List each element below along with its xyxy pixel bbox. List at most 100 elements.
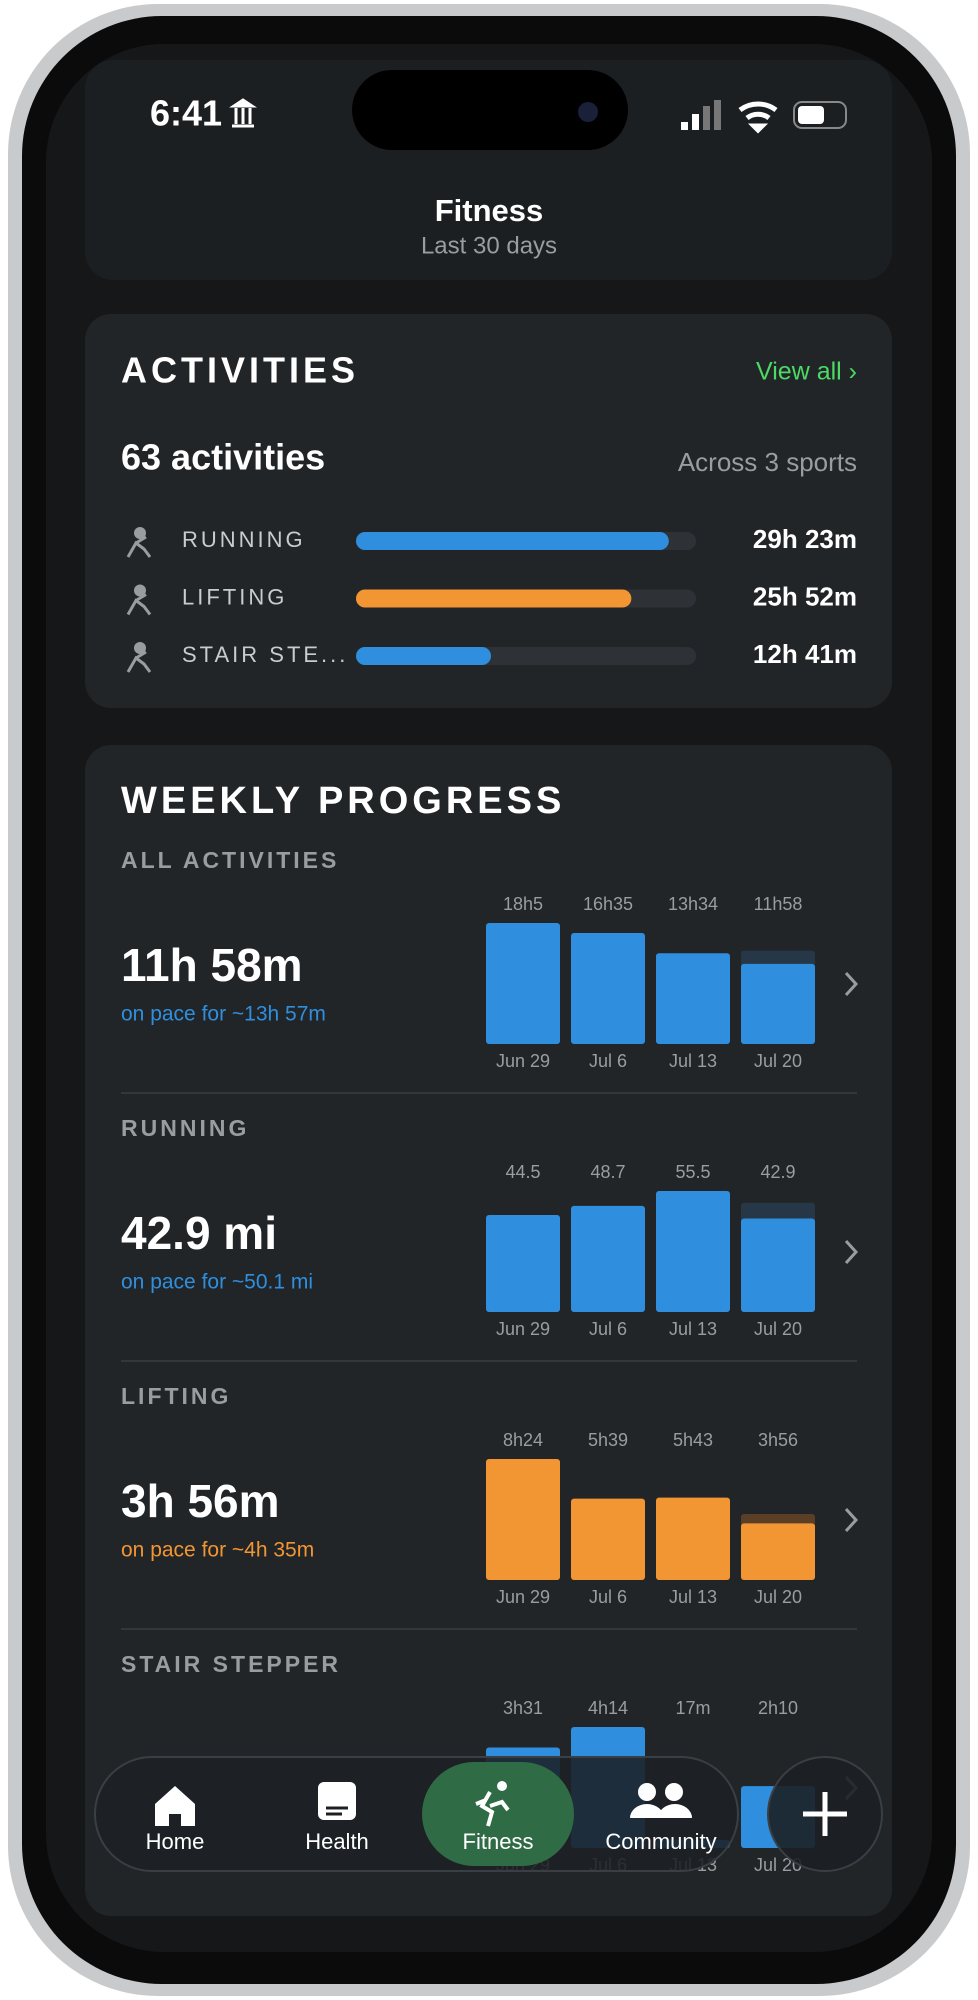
- activity-name: LIFTING: [182, 584, 287, 609]
- bar-value-label: 5h39: [588, 1430, 628, 1450]
- section-chevron[interactable]: [844, 1239, 859, 1265]
- card-title: ACTIVITIES: [121, 350, 359, 391]
- signal-bar: [703, 106, 710, 130]
- week-label: Jul 20: [754, 1319, 802, 1339]
- activity-summary: Across 3 sports: [678, 447, 857, 477]
- content: RUNNING 29h 23m LIFTING 25h 52m STAIR STE...…: [121, 524, 859, 1875]
- section-pace: on pace for ~13h 57m: [121, 1003, 326, 1026]
- week-label: Jun 29: [496, 1319, 550, 1339]
- section-label: RUNNING: [121, 1115, 249, 1141]
- tab-label[interactable]: Home: [146, 1829, 205, 1854]
- section-total: 11h 58m: [121, 939, 303, 991]
- week-label: Jul 6: [589, 1319, 627, 1339]
- screen-subtitle: Last 30 days: [421, 232, 557, 259]
- week-bar: [486, 1459, 560, 1580]
- week-label: Jun 29: [496, 1051, 550, 1071]
- bank-icon: [229, 98, 257, 128]
- community-icon-body: [630, 1804, 692, 1818]
- activity-icon: [134, 584, 146, 597]
- top-card-blurred: [85, 60, 892, 280]
- bar-value-label: 3h56: [758, 1430, 798, 1450]
- week-label: Jul 6: [589, 1051, 627, 1071]
- week-bar: [656, 1191, 730, 1312]
- week-bar: [656, 953, 730, 1044]
- signal-bar: [714, 100, 721, 130]
- progress-bar: [356, 532, 669, 550]
- tab-label[interactable]: Community: [605, 1829, 716, 1854]
- camera: [578, 102, 598, 122]
- bar-value-label: 2h10: [758, 1698, 798, 1718]
- week-bar: [741, 963, 815, 1044]
- bar-value-label: 16h35: [583, 894, 633, 914]
- section-label: ALL ACTIVITIES: [121, 847, 339, 873]
- week-bar: [486, 923, 560, 1044]
- week-bar: [486, 1214, 560, 1312]
- activity-icon: [126, 650, 152, 673]
- bar-value-label: 8h24: [503, 1430, 543, 1450]
- community-icon: [638, 1783, 656, 1801]
- tab-label[interactable]: Fitness: [463, 1829, 534, 1854]
- activity-icon: [134, 527, 146, 539]
- section-total: 3h 56m: [121, 1475, 280, 1527]
- section-chevron[interactable]: [844, 1507, 859, 1533]
- health-icon-lines: [326, 1806, 348, 1816]
- bar-value-label: 18h5: [503, 894, 543, 914]
- activity-name: RUNNING: [182, 527, 306, 552]
- battery: [793, 101, 847, 129]
- screen-title: Fitness: [435, 193, 544, 228]
- activities-card: [85, 314, 892, 708]
- wifi-icon: [738, 101, 778, 134]
- section-total: 42.9 mi: [121, 1207, 277, 1259]
- bar-value-label: 13h34: [668, 894, 718, 914]
- bar-value-label: 44.5: [505, 1162, 540, 1182]
- section-pace: on pace for ~50.1 mi: [121, 1271, 313, 1294]
- signal-bar: [681, 122, 688, 130]
- status-time: 6:41: [150, 93, 222, 134]
- bar-value-label: 17m: [675, 1698, 710, 1718]
- week-bar: [571, 1205, 645, 1312]
- week-bar: [741, 1218, 815, 1312]
- community-icon: [665, 1783, 683, 1801]
- week-label: Jul 13: [669, 1319, 717, 1339]
- activity-duration: 25h 52m: [753, 581, 857, 611]
- week-label: Jul 6: [589, 1587, 627, 1607]
- progress-bar: [356, 589, 632, 608]
- bar-value-label: 55.5: [675, 1162, 710, 1182]
- bar-value-label: 48.7: [590, 1162, 625, 1182]
- section-chevron[interactable]: [844, 971, 859, 997]
- health-icon: [318, 1782, 356, 1820]
- card-title: WEEKLY PROGRESS: [121, 780, 565, 822]
- fitness-icon: [475, 1791, 510, 1827]
- section-label: LIFTING: [121, 1383, 231, 1409]
- activity-icon: [126, 593, 152, 616]
- activity-count: 63 activities: [121, 437, 325, 478]
- bar-value-label: 3h31: [503, 1698, 543, 1718]
- week-label: Jul 13: [669, 1051, 717, 1071]
- activity-name: STAIR STE...: [182, 642, 348, 667]
- week-label: Jul 20: [754, 1051, 802, 1071]
- tab-label[interactable]: Health: [305, 1829, 369, 1854]
- week-bar: [571, 1498, 645, 1580]
- week-bar: [656, 1497, 730, 1580]
- section-pace: on pace for ~4h 35m: [121, 1539, 314, 1562]
- battery-level: [798, 106, 824, 124]
- bar-value-label: 4h14: [588, 1698, 628, 1718]
- week-label: Jul 20: [754, 1587, 802, 1607]
- view-all-link[interactable]: View all ›: [756, 358, 857, 386]
- week-label: Jul 13: [669, 1587, 717, 1607]
- week-bar: [571, 933, 645, 1044]
- bar-value-label: 5h43: [673, 1430, 713, 1450]
- plus-icon: [803, 1792, 847, 1836]
- week-bar: [741, 1523, 815, 1580]
- bar-value-label: 11h58: [754, 894, 803, 914]
- tab-selected-bg: [422, 1762, 574, 1866]
- week-label: Jun 29: [496, 1587, 550, 1607]
- tab-bar-bg: [94, 1756, 739, 1872]
- activity-icon: [126, 535, 152, 558]
- fitness-icon-head: [497, 1781, 507, 1791]
- section-label: STAIR STEPPER: [121, 1651, 341, 1677]
- activity-duration: 12h 41m: [753, 639, 857, 669]
- activity-duration: 29h 23m: [753, 524, 857, 554]
